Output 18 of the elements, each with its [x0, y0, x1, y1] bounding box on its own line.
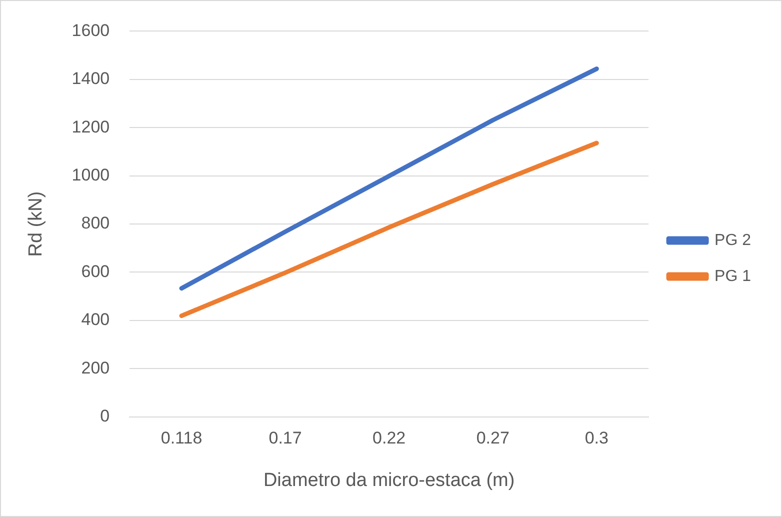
y-tick-label: 1600 — [72, 20, 110, 40]
y-tick-label: 600 — [81, 262, 110, 281]
y-tick-label: 0 — [100, 406, 110, 426]
x-tick-label: 0.17 — [268, 428, 302, 448]
y-tick-label: 1200 — [72, 117, 110, 136]
x-axis-title: Diametro da micro-estaca (m) — [263, 470, 515, 491]
y-tick-label: 200 — [81, 358, 110, 378]
y-tick-label: 1400 — [72, 69, 110, 88]
y-axis-title: Rd (kN) — [26, 191, 47, 257]
x-tick-label: 0.118 — [160, 428, 202, 448]
x-tick-label: 0.3 — [584, 428, 608, 448]
y-tick-label: 800 — [81, 214, 110, 233]
y-tick-label: 400 — [81, 310, 110, 330]
x-tick-label: 0.22 — [372, 428, 406, 448]
legend-label: PG 1 — [714, 268, 752, 285]
x-tick-label: 0.27 — [476, 428, 510, 448]
legend-label: PG 2 — [714, 232, 752, 249]
y-tick-label: 1000 — [72, 165, 110, 184]
